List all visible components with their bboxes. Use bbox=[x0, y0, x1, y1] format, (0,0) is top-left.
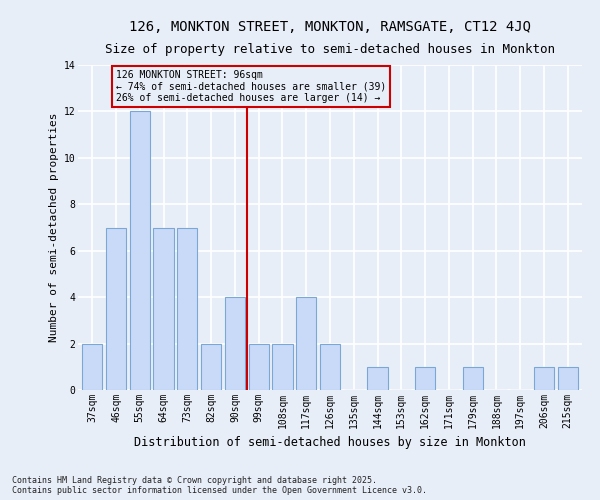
Bar bbox=[82, 344, 103, 390]
Bar bbox=[106, 228, 126, 390]
Bar bbox=[415, 367, 435, 390]
Bar bbox=[248, 344, 269, 390]
Bar bbox=[272, 344, 293, 390]
Bar bbox=[154, 228, 173, 390]
Bar bbox=[130, 112, 150, 390]
Bar bbox=[225, 297, 245, 390]
Text: Contains HM Land Registry data © Crown copyright and database right 2025.
Contai: Contains HM Land Registry data © Crown c… bbox=[12, 476, 427, 495]
Bar bbox=[201, 344, 221, 390]
Bar bbox=[557, 367, 578, 390]
Text: 126, MONKTON STREET, MONKTON, RAMSGATE, CT12 4JQ: 126, MONKTON STREET, MONKTON, RAMSGATE, … bbox=[129, 20, 531, 34]
Bar bbox=[534, 367, 554, 390]
Text: Size of property relative to semi-detached houses in Monkton: Size of property relative to semi-detach… bbox=[105, 42, 555, 56]
Y-axis label: Number of semi-detached properties: Number of semi-detached properties bbox=[49, 113, 59, 342]
Text: 126 MONKTON STREET: 96sqm
← 74% of semi-detached houses are smaller (39)
26% of : 126 MONKTON STREET: 96sqm ← 74% of semi-… bbox=[116, 70, 386, 103]
Bar bbox=[320, 344, 340, 390]
Bar bbox=[367, 367, 388, 390]
Bar bbox=[296, 297, 316, 390]
Bar bbox=[463, 367, 483, 390]
Bar bbox=[177, 228, 197, 390]
X-axis label: Distribution of semi-detached houses by size in Monkton: Distribution of semi-detached houses by … bbox=[134, 436, 526, 450]
